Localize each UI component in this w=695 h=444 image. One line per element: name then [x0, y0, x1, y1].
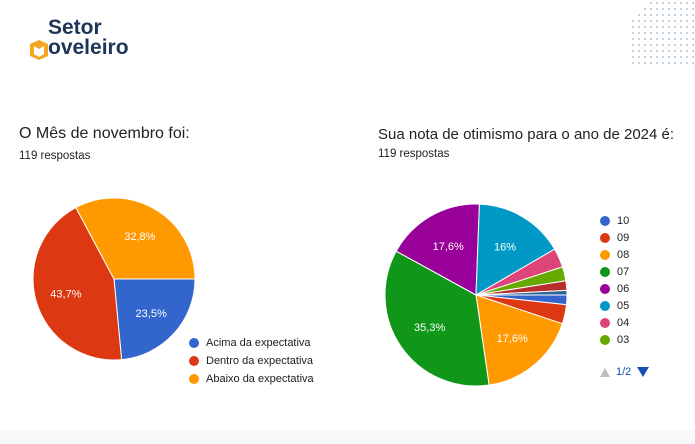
dot-pattern-icon — [632, 2, 694, 64]
right-legend-swatch — [600, 301, 610, 311]
left-legend-swatch — [189, 356, 199, 366]
right-chart-title: Sua nota de otimismo para o ano de 2024 … — [378, 126, 675, 143]
right-legend-label: 09 — [617, 232, 630, 244]
left-pie-slice-Dentro da expectativa — [32, 206, 123, 361]
left-legend-item: Abaixo da expectativa — [189, 373, 314, 385]
logo-line2: oveleiro — [48, 36, 129, 59]
right-legend-label: 07 — [617, 266, 630, 278]
right-legend-swatch — [600, 318, 610, 328]
right-legend-swatch — [600, 216, 610, 226]
right-legend-label: 06 — [617, 283, 630, 295]
right-pie-data-label: 17,6% — [433, 241, 464, 253]
right-pie-data-label: 16% — [494, 242, 516, 254]
left-chart-title: O Mês de novembro foi: — [19, 125, 190, 142]
right-legend-item: 10 — [600, 215, 629, 227]
right-chart-responses: 119 respostas — [378, 148, 450, 160]
right-pie-slice-06 — [395, 203, 480, 296]
pager-prev-icon[interactable] — [600, 367, 610, 377]
pager-next-icon[interactable] — [637, 367, 650, 377]
right-legend-item: 08 — [600, 249, 629, 261]
right-legend-item: 03 — [600, 334, 629, 346]
left-pie-slice-Acima da expectativa — [113, 278, 196, 361]
right-legend-item: 07 — [600, 266, 629, 278]
right-legend-swatch — [600, 335, 610, 345]
right-legend-label: 03 — [617, 334, 630, 346]
right-legend-label: 05 — [617, 300, 630, 312]
right-legend-item: 05 — [600, 300, 629, 312]
right-legend-item: 09 — [600, 232, 629, 244]
right-legend-swatch — [600, 233, 610, 243]
right-legend-label: 04 — [617, 317, 630, 329]
right-legend-swatch — [600, 284, 610, 294]
left-chart-responses: 119 respostas — [19, 150, 91, 162]
logo-line1: Setor — [48, 16, 102, 39]
left-pie-slice-Abaixo da expectativa — [75, 197, 196, 280]
right-pie-data-label: 17,6% — [497, 333, 528, 345]
right-pie-slice-07 — [384, 250, 490, 387]
legend-pager: 1/2 — [600, 366, 650, 378]
pager-text: 1/2 — [616, 366, 632, 378]
right-pie-slice-extra-9 — [475, 289, 568, 296]
left-legend-label: Dentro da expectativa — [206, 355, 314, 367]
left-pie-data-label: 43,7% — [50, 288, 81, 300]
right-pie-slice-05 — [475, 203, 556, 296]
left-legend-label: Abaixo da expectativa — [206, 373, 314, 385]
left-legend-swatch — [189, 338, 199, 348]
logo: Setor oveleiro — [30, 16, 150, 66]
left-pie-data-label: 23,5% — [136, 308, 167, 320]
right-legend-swatch — [600, 267, 610, 277]
right-legend-swatch — [600, 250, 610, 260]
left-legend-item: Acima da expectativa — [189, 337, 311, 349]
right-legend-label: 08 — [617, 249, 630, 261]
footer-band — [0, 430, 695, 444]
right-pie-slice-08 — [475, 294, 564, 386]
left-legend-label: Acima da expectativa — [206, 337, 311, 349]
left-legend-swatch — [189, 374, 199, 384]
right-pie-data-label: 35,3% — [414, 322, 445, 334]
header: Setor oveleiro — [0, 0, 695, 110]
right-legend-item: 06 — [600, 283, 629, 295]
left-pie-data-label: 32,8% — [124, 231, 155, 243]
right-legend-label: 10 — [617, 215, 630, 227]
left-legend-item: Dentro da expectativa — [189, 355, 313, 367]
right-legend-item: 04 — [600, 317, 629, 329]
logo-mark-icon — [30, 40, 48, 60]
